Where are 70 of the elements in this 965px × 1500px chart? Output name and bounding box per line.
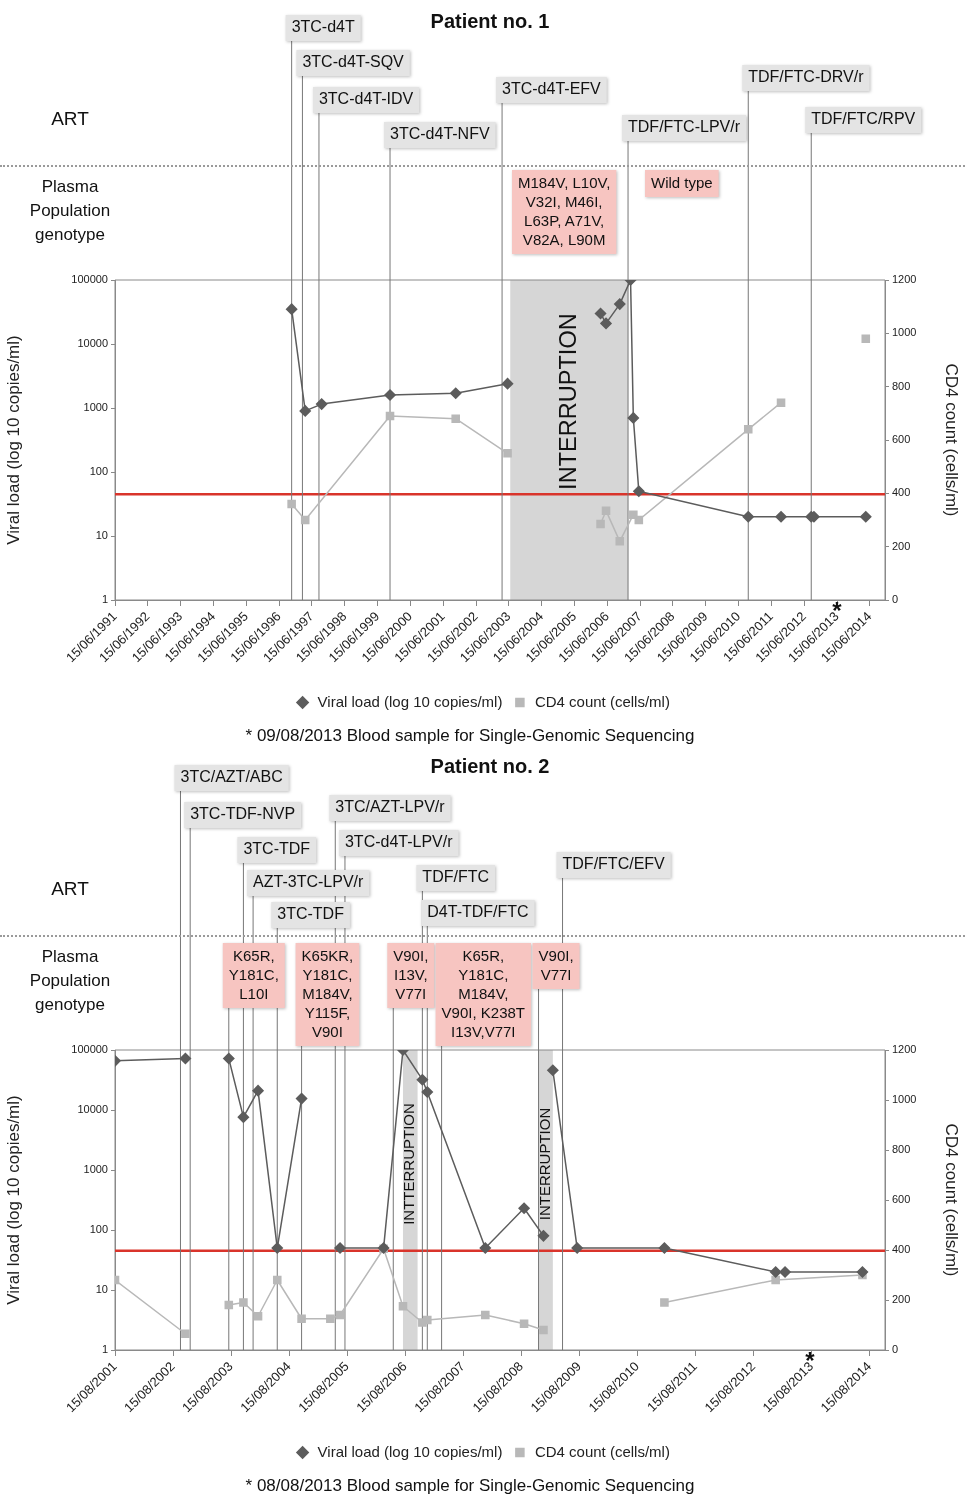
text: * 08/08/2013 Blood sample for Single-Genomic Sequencing <box>245 1475 695 1495</box>
ref-line-label: TDF/FTC-DRV/r <box>748 68 865 86</box>
text: * 09/08/2013 Blood sample for Single-Genomic Sequencing <box>245 725 695 745</box>
ref-line-label: TDF/FTC/EFV <box>562 855 666 873</box>
y-tick-label: 1 <box>101 1343 108 1356</box>
y-tick-label: 10000 <box>77 1103 108 1116</box>
text: Wild type <box>651 173 713 191</box>
ref-line-label: TDF/FTC <box>422 868 490 886</box>
band-label: INTERRUPTION <box>535 1107 553 1221</box>
ref-line-label: 3TC-d4T-NFV <box>390 125 490 143</box>
y2-tick-label: 1000 <box>892 326 917 339</box>
y-tick-label: 10000 <box>77 337 108 350</box>
ref-line-label: 3TC-d4T-EFV <box>502 80 602 98</box>
y2-tick-label: 0 <box>892 1343 899 1356</box>
y-tick-label: 1000 <box>83 401 108 414</box>
y2-axis-title: CD4 count (cells/ml) <box>942 1123 962 1277</box>
y2-tick-label: 1200 <box>892 1043 917 1056</box>
chart-title: Patient no. 1 <box>430 9 550 32</box>
y-axis-title: Viral load (log 10 copies/ml) <box>3 335 23 545</box>
y-tick-label: 100000 <box>71 1043 108 1056</box>
legend-label: Viral load (log 10 copies/ml) <box>317 692 503 710</box>
ref-line-label: V90I, I13V, V77I <box>393 946 429 1002</box>
ref-line-label: 3TC-TDF <box>277 905 345 923</box>
text: ART <box>51 878 90 900</box>
y-tick-label: 10 <box>95 1283 108 1296</box>
text: ART <box>51 108 90 130</box>
ref-line-label: TDF/FTC/RPV <box>811 110 916 128</box>
ref-line-label: 3TC-d4T <box>291 18 355 36</box>
y2-tick-label: 600 <box>892 1193 911 1206</box>
y2-axis-title: CD4 count (cells/ml) <box>942 363 962 517</box>
ref-line-label: 3TC-d4T-IDV <box>318 90 414 108</box>
y2-tick-label: 600 <box>892 433 911 446</box>
text: M184V, L10V, V32I, M46I, L63P, A71V, V82A, L90M <box>518 173 611 248</box>
y2-tick-label: 1200 <box>892 273 917 286</box>
ref-line-label: 3TC-d4T-SQV <box>302 53 405 71</box>
ref-line-label: K65KR, Y181C, M184V, Y115F, V90I <box>301 946 354 1040</box>
y-tick-label: 100 <box>89 1223 108 1236</box>
y2-tick-label: 800 <box>892 1143 911 1156</box>
ref-line-label: 3TC-TDF <box>243 840 311 858</box>
legend-label: CD4 count (cells/ml) <box>534 1442 670 1460</box>
y2-tick-label: 1000 <box>892 1093 917 1106</box>
text: Plasma Population genotype <box>29 946 111 1014</box>
band-label: INTTERRUPTION <box>400 1103 418 1225</box>
band-label: INTERRUPTION <box>554 313 581 490</box>
ref-line-label: K65R, Y181C, L10I <box>228 946 279 1002</box>
y-tick-label: 10 <box>95 529 108 542</box>
y-tick-label: 1000 <box>83 1163 108 1176</box>
ref-line-label: 3TC-TDF-NVP <box>190 805 296 823</box>
y-tick-label: 100000 <box>71 273 108 286</box>
y2-tick-label: 200 <box>892 1293 911 1306</box>
text: Plasma Population genotype <box>29 176 111 244</box>
legend-label: CD4 count (cells/ml) <box>534 692 670 710</box>
ref-line-label: 3TC/AZT/ABC <box>180 768 283 786</box>
ref-line-label: 3TC-d4T-LPV/r <box>344 833 454 851</box>
y2-tick-label: 0 <box>892 593 899 606</box>
ref-line-label: D4T-TDF/FTC <box>427 903 529 921</box>
ref-line-label: 3TC/AZT-LPV/r <box>335 798 446 816</box>
y-tick-label: 100 <box>89 465 108 478</box>
legend-label: Viral load (log 10 copies/ml) <box>317 1442 503 1460</box>
chart-title: Patient no. 2 <box>430 754 550 777</box>
y2-tick-label: 400 <box>892 486 911 499</box>
ref-line-label: TDF/FTC-LPV/r <box>628 118 741 136</box>
y2-tick-label: 400 <box>892 1243 911 1256</box>
y-tick-label: 1 <box>101 593 108 606</box>
ref-line-label: K65R, Y181C, M184V, V90I, K238T I13V,V77I <box>441 946 525 1040</box>
y2-tick-label: 200 <box>892 539 911 552</box>
ref-line-label: V90I, V77I <box>538 946 574 983</box>
y2-tick-label: 800 <box>892 379 911 392</box>
y-axis-title: Viral load (log 10 copies/ml) <box>3 1095 23 1305</box>
ref-line-label: AZT-3TC-LPV/r <box>253 873 365 891</box>
